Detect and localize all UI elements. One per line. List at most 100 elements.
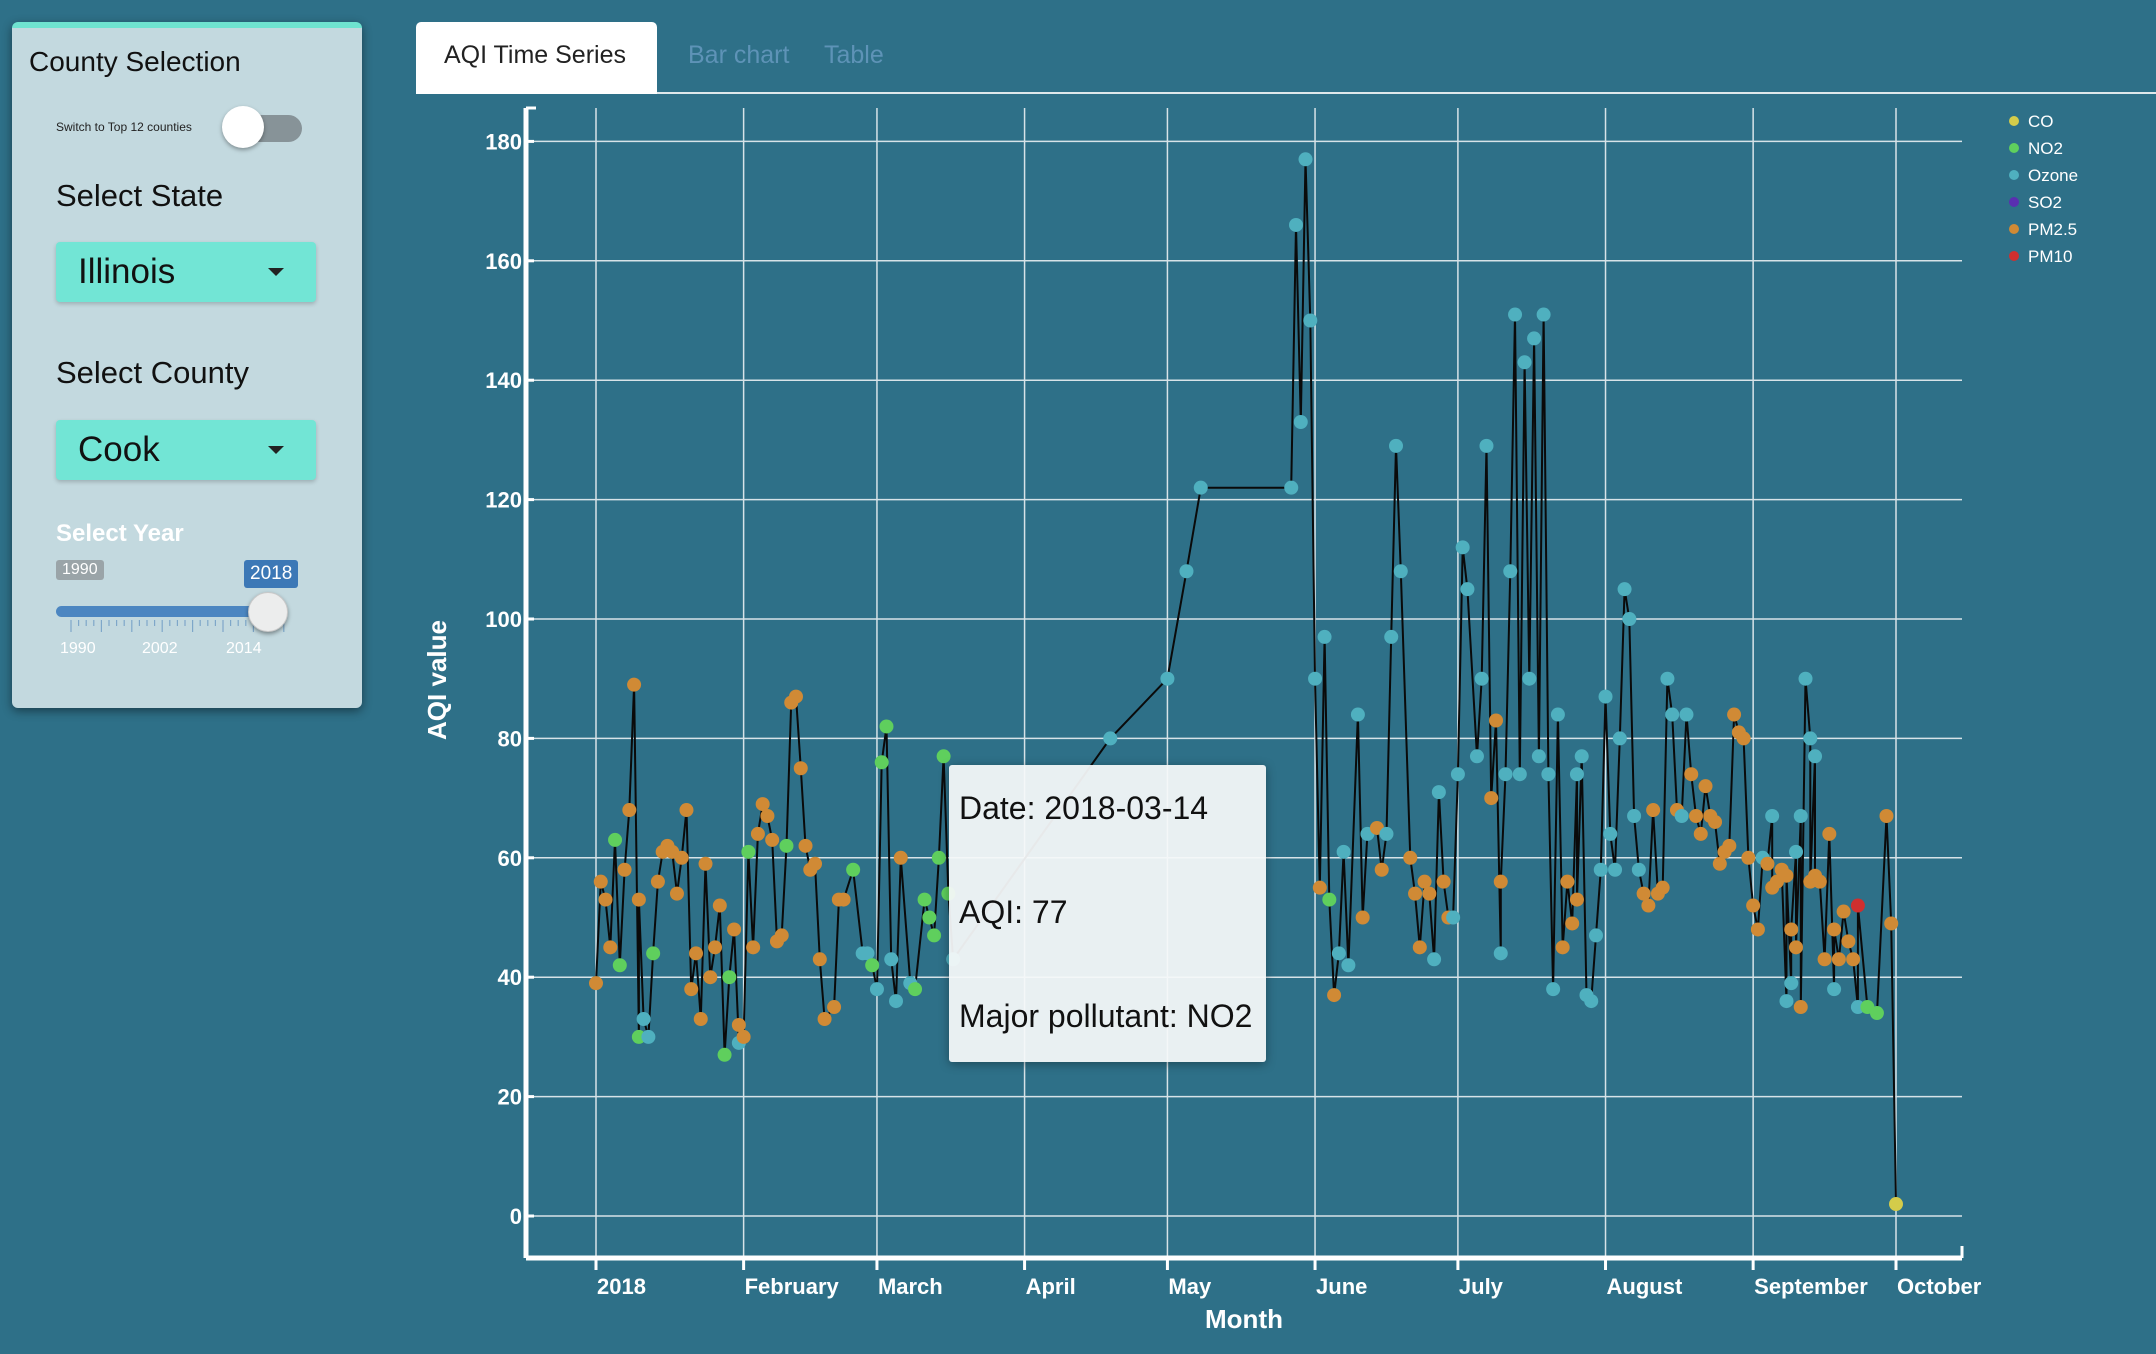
data-point-ozone	[1450, 767, 1465, 782]
data-point-pm25	[1374, 862, 1389, 877]
data-point-pm25	[1779, 868, 1794, 883]
data-point-ozone	[1603, 826, 1618, 841]
data-point-ozone	[1574, 749, 1589, 764]
data-point-no2	[779, 838, 794, 853]
legend-label: PM2.5	[2028, 220, 2077, 239]
chart-grid	[526, 108, 1962, 1258]
panel-title: County Selection	[29, 46, 241, 77]
legend-marker	[2009, 224, 2019, 234]
data-point-no2	[917, 892, 932, 907]
data-point-ozone	[1431, 785, 1446, 800]
data-point-ozone	[1493, 946, 1508, 961]
data-point-tooltip: Date: 2018-03-14 AQI: 77 Major pollutant…	[949, 765, 1266, 1062]
data-point-pm25	[1722, 838, 1737, 853]
x-tick-label: February	[745, 1274, 840, 1299]
data-point-pm25	[1412, 940, 1427, 955]
data-point-pm25	[1417, 874, 1432, 889]
year-slider-track[interactable]	[56, 606, 266, 617]
data-point-pm25	[1793, 1000, 1808, 1015]
data-point-pm25	[650, 874, 665, 889]
data-point-pm25	[1789, 940, 1803, 955]
tab-aqi-time-series[interactable]: AQI Time Series	[416, 22, 657, 94]
data-point-pm25	[1436, 874, 1451, 889]
data-point-pm25	[598, 892, 613, 907]
data-point-pm25	[669, 886, 684, 901]
county-select-value: Cook	[78, 430, 160, 469]
data-point-pm25	[1827, 922, 1842, 937]
data-point-ozone	[1612, 731, 1627, 746]
year-min-tag: 1990	[56, 560, 104, 580]
data-point-no2	[931, 850, 946, 865]
data-point-pm25	[1812, 874, 1827, 889]
data-point-ozone	[1350, 707, 1365, 722]
tab-bar-chart[interactable]: Bar chart	[688, 41, 790, 69]
data-point-pm25	[1655, 880, 1670, 895]
legend-label: PM10	[2028, 247, 2072, 266]
data-point-ozone	[1617, 582, 1632, 597]
data-point-ozone	[1589, 928, 1603, 943]
data-point-pm25	[689, 946, 703, 961]
data-point-ozone	[1631, 862, 1646, 877]
chevron-down-icon	[268, 268, 284, 276]
x-tick-label: June	[1316, 1274, 1367, 1299]
data-point-pm25	[1646, 803, 1661, 818]
data-point-no2	[1869, 1006, 1884, 1021]
data-point-ozone	[1460, 582, 1475, 597]
tab-table[interactable]: Table	[824, 41, 884, 69]
data-point-pm25	[1493, 874, 1508, 889]
data-point-pm25	[1846, 952, 1861, 967]
state-select[interactable]: Illinois	[56, 242, 316, 302]
data-point-pm25	[1741, 850, 1756, 865]
data-point-pm25	[1489, 713, 1503, 728]
data-point-ozone	[1803, 731, 1818, 746]
legend-marker	[2009, 116, 2019, 126]
top12-toggle[interactable]	[212, 106, 304, 150]
data-point-ozone	[1303, 313, 1318, 328]
data-point-ozone	[1336, 844, 1351, 859]
year-label: Select Year	[56, 520, 184, 547]
data-point-pm25	[1560, 874, 1575, 889]
data-point-pm25	[1746, 898, 1761, 913]
y-tick-label: 20	[498, 1085, 522, 1110]
county-select[interactable]: Cook	[56, 420, 316, 480]
year-tick-label: 2014	[226, 640, 262, 657]
chart-legend: CO NO2 Ozone SO2 PM2.5 PM10	[2009, 112, 2078, 266]
y-tick-label: 0	[510, 1204, 522, 1229]
year-slider-handle[interactable]	[248, 592, 288, 632]
tab-underline	[416, 92, 2156, 94]
data-point-pm25	[674, 850, 689, 865]
data-point-pm25	[1484, 791, 1499, 806]
chart-axes: 0 20 40 60 80 100 120 140 160 180 2018 February Marc…	[485, 106, 1982, 1299]
data-point-ozone	[1384, 629, 1399, 644]
data-point-no2	[908, 982, 923, 997]
data-point-no2	[927, 928, 942, 943]
toggle-knob[interactable]	[222, 106, 264, 148]
data-point-ozone	[636, 1011, 651, 1026]
x-axis-title: Month	[1205, 1304, 1283, 1334]
data-point-pm25	[893, 850, 908, 865]
x-tick-label: May	[1168, 1274, 1212, 1299]
chart-points	[589, 152, 1903, 1212]
y-tick-label: 180	[485, 129, 522, 154]
data-point-pm25	[1727, 707, 1742, 722]
state-select-value: Illinois	[78, 252, 176, 291]
data-point-pm25	[631, 892, 646, 907]
y-tick-label: 160	[485, 249, 522, 274]
data-point-pm25	[1403, 850, 1418, 865]
data-point-ozone	[1193, 480, 1208, 495]
data-point-no2	[922, 910, 937, 925]
tooltip-pollutant: Major pollutant: NO2	[959, 998, 1253, 1034]
data-point-no2	[717, 1047, 732, 1062]
data-point-pm25	[736, 1029, 751, 1044]
data-point-pm25	[765, 832, 780, 847]
data-point-pm25	[693, 1011, 708, 1026]
county-label: Select County	[56, 355, 249, 390]
data-point-pm25	[774, 928, 789, 943]
data-point-pm25	[1569, 892, 1584, 907]
y-tick-label: 120	[485, 488, 522, 513]
data-point-pm25	[622, 803, 637, 818]
data-point-no2	[741, 844, 756, 859]
data-point-ozone	[1479, 438, 1494, 453]
data-point-ozone	[1679, 707, 1694, 722]
data-point-ozone	[1455, 540, 1470, 555]
